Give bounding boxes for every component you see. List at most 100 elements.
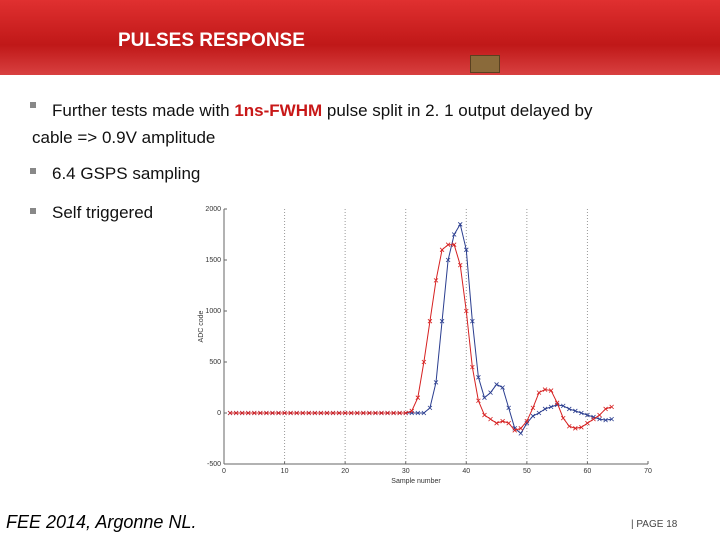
point-marker	[348, 410, 354, 416]
point-marker	[324, 410, 330, 416]
point-marker	[306, 410, 312, 416]
bullet-marker	[30, 168, 36, 174]
point-marker	[554, 400, 560, 406]
point-marker	[585, 420, 590, 426]
point-marker	[451, 232, 457, 237]
point-marker	[488, 416, 493, 422]
point-marker	[409, 408, 415, 414]
bullet: Self triggered	[52, 203, 154, 222]
point-marker	[451, 242, 457, 247]
point-marker	[258, 410, 263, 416]
point-marker	[506, 405, 511, 411]
x-tick-label: 70	[644, 468, 652, 475]
point-marker	[361, 410, 366, 416]
point-marker	[288, 410, 293, 416]
point-marker	[270, 410, 275, 416]
point-marker	[597, 416, 602, 422]
point-marker	[415, 395, 421, 400]
series-line	[230, 222, 612, 435]
logo	[470, 55, 500, 73]
point-marker	[391, 410, 396, 416]
point-marker	[603, 417, 608, 423]
bullet-text: Further tests made with	[52, 101, 235, 120]
point-marker	[597, 412, 602, 418]
point-marker	[476, 375, 481, 380]
x-tick-label: 30	[402, 468, 410, 475]
point-marker	[573, 408, 578, 414]
point-marker	[421, 410, 427, 416]
x-tick-label: 50	[523, 468, 531, 475]
point-marker	[367, 410, 372, 416]
point-marker	[342, 410, 348, 416]
point-marker	[239, 410, 245, 416]
point-marker	[560, 415, 566, 421]
point-marker	[433, 278, 439, 283]
point-marker	[245, 410, 251, 416]
point-marker	[397, 410, 402, 416]
point-marker	[566, 406, 572, 412]
series-line	[230, 244, 612, 431]
point-marker	[294, 410, 299, 416]
point-marker	[500, 385, 505, 390]
point-marker	[494, 382, 499, 387]
point-marker	[415, 410, 421, 416]
point-marker	[227, 410, 233, 416]
point-marker	[379, 410, 384, 416]
y-tick-label: 1000	[205, 308, 221, 315]
x-axis-label: Sample number	[391, 478, 441, 485]
point-marker	[464, 308, 469, 314]
point-marker	[427, 318, 433, 324]
point-marker	[421, 359, 427, 365]
y-tick-label: 500	[209, 359, 221, 366]
highlight: 1ns-FWHM	[234, 101, 323, 120]
point-marker	[548, 404, 554, 410]
point-marker	[506, 420, 511, 426]
point-marker	[542, 387, 548, 392]
point-marker	[500, 418, 505, 424]
x-tick-label: 60	[584, 468, 592, 475]
y-tick-label: 1500	[205, 257, 221, 264]
point-marker	[330, 410, 336, 416]
point-marker	[445, 257, 451, 263]
page-number: | PAGE 18	[631, 519, 678, 530]
header-bar: PULSES RESPONSE	[0, 0, 720, 75]
y-tick-label: 0	[217, 410, 221, 417]
bullet-marker	[30, 208, 36, 214]
y-tick-label: -500	[207, 461, 221, 468]
point-marker	[591, 416, 596, 422]
point-marker	[530, 413, 536, 419]
bullet-marker	[30, 102, 36, 108]
point-marker	[354, 410, 360, 416]
slide-title: PULSES RESPONSE	[118, 30, 305, 51]
point-marker	[233, 410, 239, 416]
point-marker	[603, 406, 608, 412]
point-marker	[445, 242, 451, 247]
bullet-text: pulse split in 2. 1 output delayed by ca…	[32, 101, 593, 147]
point-marker	[252, 410, 257, 416]
point-marker	[560, 403, 566, 409]
x-tick-label: 10	[281, 468, 289, 475]
point-marker	[482, 412, 487, 418]
bullet: Further tests made with 1ns-FWHM pulse s…	[32, 97, 632, 151]
point-marker	[512, 428, 518, 433]
point-marker	[476, 398, 481, 404]
bullet: 6.4 GSPS sampling	[52, 164, 201, 183]
point-marker	[494, 420, 499, 426]
point-marker	[573, 426, 578, 431]
point-marker	[457, 262, 463, 268]
point-marker	[536, 410, 542, 416]
point-marker	[318, 410, 324, 416]
point-marker	[609, 404, 614, 410]
point-marker	[385, 410, 390, 416]
point-marker	[373, 410, 378, 416]
point-marker	[542, 406, 548, 412]
point-marker	[336, 410, 342, 416]
point-marker	[536, 390, 542, 395]
point-marker	[579, 410, 584, 416]
point-marker	[457, 222, 463, 227]
point-marker	[427, 405, 433, 411]
point-marker	[548, 388, 554, 393]
point-marker	[403, 410, 408, 416]
